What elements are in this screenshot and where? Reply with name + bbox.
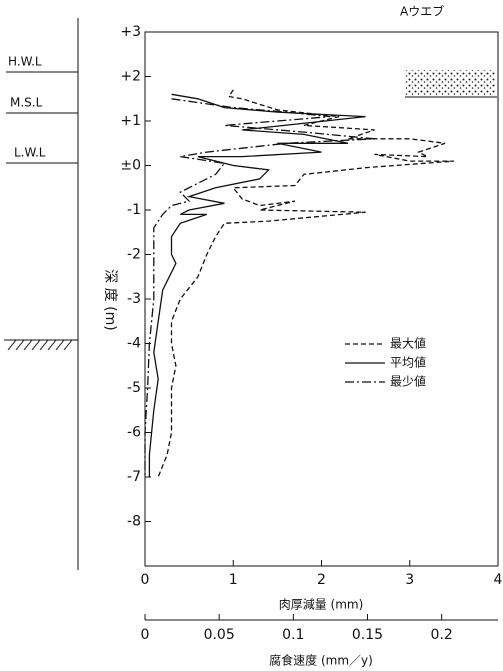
x2-tick-label: 0.15	[352, 627, 383, 643]
plot-frame	[144, 31, 499, 567]
chart-title: Aウエブ	[400, 4, 444, 19]
y-tick-label: -3	[127, 291, 141, 307]
level-label: L.W.L	[14, 146, 46, 160]
x2-axis-title: 腐食速度 (mm／y)	[269, 653, 373, 668]
y-tick-label: -8	[127, 514, 141, 530]
x-tick-label: 4	[494, 572, 503, 588]
legend-label: 最大値	[390, 336, 426, 351]
seabed	[4, 339, 78, 351]
y-tick-label: -1	[127, 202, 141, 218]
y-axis-title: 深 度 (m)	[102, 269, 118, 330]
x2-tick-label: 0	[141, 627, 150, 643]
y-tick-label: +3	[120, 24, 141, 40]
y-tick-label: ±0	[120, 158, 141, 174]
x2-tick-label: 0.1	[282, 627, 304, 643]
series-line	[148, 93, 366, 477]
x-axis-title: 肉厚減量 (mm)	[279, 597, 364, 612]
series-line	[157, 89, 454, 478]
y-tick-label: -4	[127, 336, 141, 352]
x-tick-label: 1	[229, 572, 238, 588]
y-tick-label: +1	[120, 113, 141, 129]
y-tick-label: -2	[127, 247, 141, 263]
y-tick-label: -5	[127, 380, 141, 396]
x-tick-label: 0	[141, 572, 150, 588]
y-tick-label: -7	[127, 469, 141, 485]
y-tick-label: +2	[120, 69, 141, 85]
y-tick-label: -6	[127, 425, 141, 441]
series-line	[144, 98, 375, 477]
x-tick-label: 3	[405, 572, 414, 588]
legend-label: 最少値	[390, 374, 426, 389]
x2-tick-label: 0.05	[204, 627, 235, 643]
x2-tick-label: 0.2	[431, 627, 453, 643]
soil-layer	[405, 70, 495, 96]
level-label: M.S.L	[10, 96, 43, 110]
level-label: H.W.L	[8, 55, 42, 69]
legend-label: 平均値	[390, 355, 426, 370]
x-tick-label: 2	[317, 572, 326, 588]
